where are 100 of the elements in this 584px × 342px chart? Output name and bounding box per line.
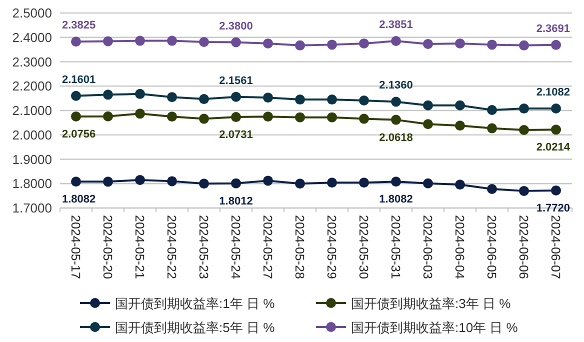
point — [103, 111, 113, 122]
point — [391, 96, 401, 107]
x-tick-label: 2024-05-24 — [228, 215, 242, 279]
data-label: 2.3851 — [379, 19, 413, 32]
point — [199, 94, 209, 104]
point — [487, 40, 497, 50]
data-label: 2.3691 — [536, 22, 570, 35]
point — [263, 176, 273, 186]
point — [167, 92, 177, 102]
data-label: 2.1082 — [536, 86, 570, 98]
legend-label: 国开债到期收益率:10年 日 % — [351, 320, 518, 335]
data-label: 2.0731 — [219, 129, 253, 142]
point — [295, 178, 305, 189]
point — [263, 112, 273, 122]
x-tick-label: 2024-05-20 — [100, 215, 114, 279]
data-label: 1.7720 — [536, 202, 570, 214]
x-tick-label: 2024-06-05 — [484, 215, 498, 279]
data-label: 2.0756 — [62, 128, 96, 140]
point — [551, 124, 561, 135]
point — [231, 92, 241, 102]
legend-label: 国开债到期收益率:1年 日 % — [115, 296, 276, 311]
x-tick-label: 2024-05-23 — [196, 215, 210, 279]
x-tick-label: 2024-05-30 — [356, 215, 370, 279]
point — [327, 94, 337, 105]
point — [391, 176, 401, 187]
point — [551, 185, 561, 196]
point — [103, 36, 113, 46]
point — [199, 37, 209, 48]
point — [71, 176, 81, 187]
x-tick-label: 2024-05-21 — [132, 215, 146, 279]
point — [71, 36, 81, 47]
point — [423, 119, 433, 130]
point — [295, 40, 305, 50]
point — [327, 178, 337, 188]
x-tick-label: 2024-06-03 — [420, 215, 434, 279]
point — [327, 40, 337, 50]
y-tick-label: 2.0000 — [12, 127, 52, 142]
data-label: 2.1561 — [219, 74, 253, 87]
point — [103, 90, 113, 100]
point — [135, 108, 145, 119]
point — [103, 176, 113, 187]
data-label: 1.8012 — [219, 195, 253, 208]
data-label: 2.1360 — [379, 80, 413, 92]
point — [135, 88, 145, 99]
point — [167, 36, 177, 46]
point — [455, 38, 465, 48]
x-tick-label: 2024-06-06 — [516, 215, 530, 279]
data-label: 2.1601 — [62, 74, 96, 86]
point — [455, 120, 465, 131]
y-tick-label: 2.3000 — [12, 54, 52, 70]
legend-label: 国开债到期收益率:5年 日 % — [115, 320, 276, 335]
point — [423, 178, 433, 188]
x-tick-label: 2024-06-04 — [452, 215, 466, 279]
y-tick-label: 2.2000 — [12, 78, 52, 94]
x-tick-label: 2024-05-17 — [68, 215, 82, 279]
y-tick-label: 2.4000 — [12, 30, 52, 45]
point — [487, 123, 497, 134]
x-tick-label: 2024-05-28 — [292, 215, 306, 279]
point — [487, 184, 497, 194]
point — [263, 92, 273, 103]
legend-label: 国开债到期收益率:3年 日 % — [351, 296, 512, 311]
point — [199, 178, 209, 189]
y-tick-label: 2.1000 — [12, 103, 52, 118]
point — [519, 186, 529, 196]
data-label: 2.3800 — [219, 20, 253, 32]
point — [295, 94, 305, 105]
point — [71, 90, 81, 101]
point — [231, 178, 241, 188]
data-label: 1.8082 — [379, 194, 413, 206]
point — [359, 38, 369, 48]
point — [231, 112, 241, 122]
point — [295, 112, 305, 122]
point — [71, 111, 81, 122]
point — [519, 125, 529, 135]
x-tick-label: 2024-06-07 — [548, 215, 562, 279]
point — [423, 100, 433, 110]
data-label: 2.0618 — [379, 132, 413, 144]
point — [327, 112, 337, 122]
point — [423, 38, 433, 49]
point — [551, 104, 561, 114]
point — [231, 37, 241, 48]
x-tick-label: 2024-05-29 — [324, 215, 338, 279]
point — [359, 178, 369, 188]
data-label: 2.0214 — [536, 142, 571, 154]
point — [519, 40, 529, 50]
point — [391, 36, 401, 46]
point — [551, 40, 561, 50]
point — [391, 114, 401, 125]
point — [135, 174, 145, 185]
point — [199, 114, 209, 124]
point — [359, 96, 369, 106]
x-tick-label: 2024-05-27 — [260, 215, 274, 279]
point — [167, 176, 177, 186]
y-tick-label: 1.9000 — [12, 152, 52, 167]
point — [263, 38, 273, 48]
point — [487, 105, 497, 116]
y-tick-label: 1.7000 — [12, 200, 52, 216]
point — [167, 112, 177, 122]
point — [359, 114, 369, 124]
point — [519, 104, 529, 114]
